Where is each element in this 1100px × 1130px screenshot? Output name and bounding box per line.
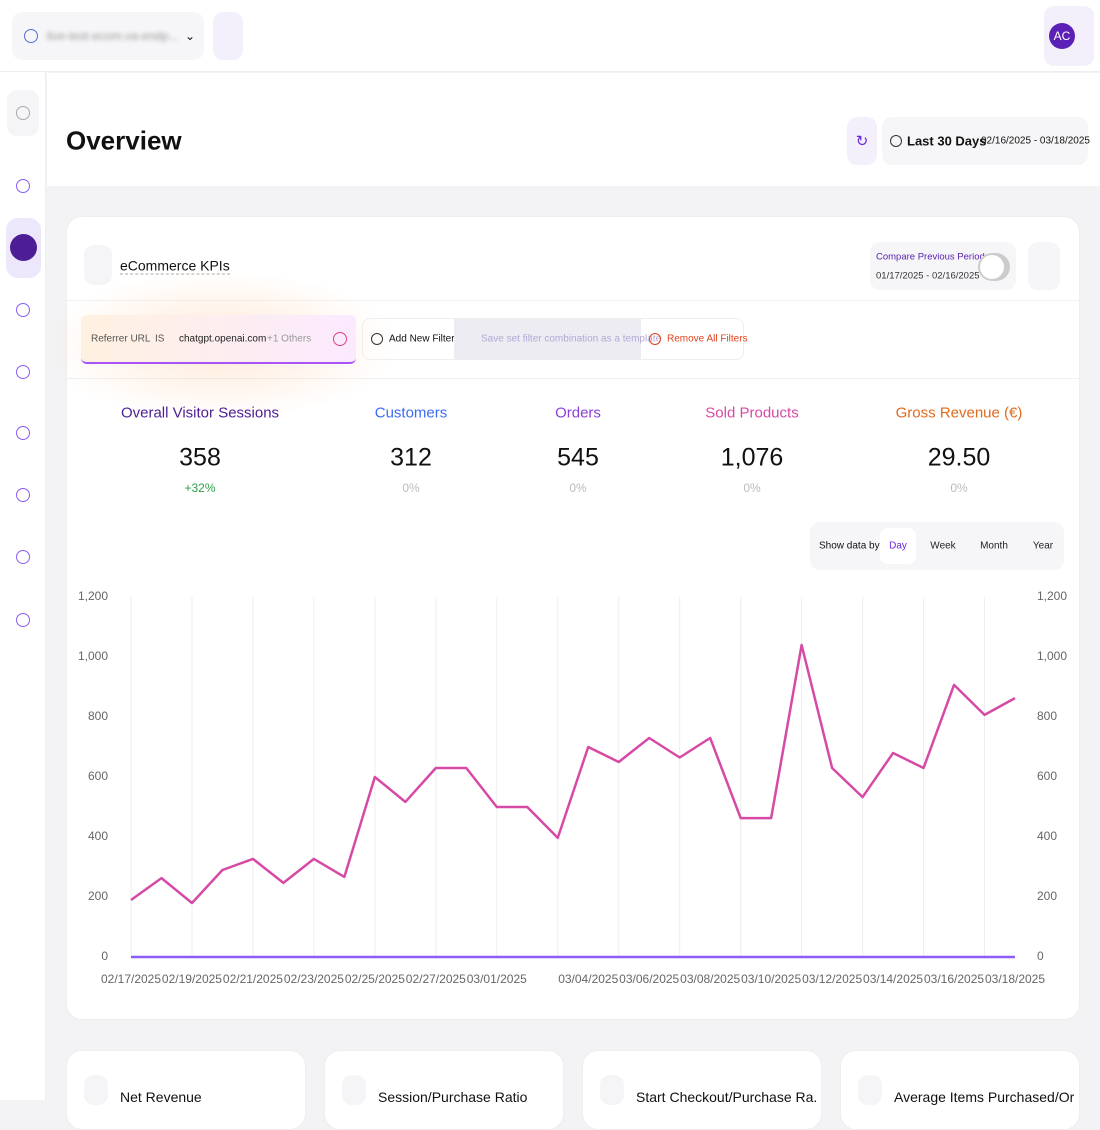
nav-icon[interactable] (16, 303, 30, 317)
x-tick-label: 03/04/2025 (558, 972, 618, 986)
filter-field: Referrer URL (91, 333, 151, 345)
nav-icon[interactable] (16, 613, 30, 627)
y2-tick-label: 0 (1037, 949, 1044, 963)
y-tick-label: 1,000 (78, 649, 108, 663)
nav-icon[interactable] (10, 234, 37, 261)
y2-tick-label: 1,000 (1037, 649, 1067, 663)
site-name: live-test-ecom.va-endp... (47, 29, 179, 43)
date-range: Last 30 Days (907, 133, 987, 149)
y-tick-label: 600 (88, 769, 108, 783)
filter-operator: IS (155, 333, 165, 345)
kpi-change: +32% (184, 481, 216, 495)
save-template-bg (454, 319, 641, 359)
add-icon (371, 333, 383, 345)
divider (67, 378, 1079, 379)
x-tick-label: 02/23/2025 (284, 972, 344, 986)
nav-icon[interactable] (16, 106, 30, 120)
kpi-value: 358 (179, 443, 221, 472)
filter-more: +1 Others (267, 333, 312, 345)
divider (67, 300, 1079, 301)
date-span: 02/16/2025 - 03/18/2025 (981, 135, 1090, 147)
period-option[interactable]: Month (980, 540, 1008, 552)
remove-filter-icon[interactable] (333, 332, 347, 346)
remove-all-button[interactable]: Remove All Filters (667, 333, 748, 345)
chart: 0 200 400 600 800 1,000 1,200 0 200 400 600 800 1,00… (78, 589, 1067, 986)
kpi-value: 545 (557, 443, 599, 472)
x-tick-label: 02/27/2025 (406, 972, 466, 986)
y2-tick-label: 400 (1037, 829, 1057, 843)
kpi-value: 312 (390, 443, 432, 472)
kpi-value: 29.50 (927, 443, 991, 472)
avatar: AC (1049, 23, 1075, 49)
page-title: Overview (66, 125, 182, 156)
period-label: Show data by: (819, 540, 883, 552)
y-tick-label: 0 (101, 949, 108, 963)
share-button[interactable] (213, 12, 243, 60)
nav-icon[interactable] (16, 426, 30, 440)
x-tick-label: 03/10/2025 (741, 972, 801, 986)
y2-tick-label: 200 (1037, 889, 1057, 903)
x-tick-label: 03/18/2025 (985, 972, 1045, 986)
period-option[interactable]: Year (1032, 540, 1054, 552)
x-tick-label: 03/12/2025 (802, 972, 862, 986)
kpi-label: Orders (555, 404, 601, 422)
save-template-button[interactable]: Save set filter combination as a templat… (481, 333, 662, 345)
nav-icon[interactable] (16, 550, 30, 564)
site-selector[interactable] (12, 12, 204, 60)
period-active-bg (880, 528, 916, 564)
kpi-label: Overall Visitor Sessions (120, 404, 280, 422)
kpi-change: 0% (569, 481, 587, 495)
x-tick-label: 03/14/2025 (863, 972, 923, 986)
filter-actions (362, 318, 744, 360)
kpi-change: 0% (743, 481, 761, 495)
x-tick-label: 03/06/2025 (619, 972, 679, 986)
site-icon (24, 29, 38, 43)
filter-chip[interactable] (81, 315, 356, 364)
refresh-icon: ↻ (855, 133, 869, 150)
x-tick-label: 03/08/2025 (680, 972, 740, 986)
toggle-knob (980, 255, 1004, 279)
kpi-value: 1,076 (720, 443, 784, 472)
date-picker[interactable] (882, 117, 1088, 165)
kpi-label: Gross Revenue (€) (895, 404, 1023, 422)
clock-icon (890, 135, 902, 147)
x-tick-label: 03/16/2025 (924, 972, 984, 986)
y2-tick-label: 800 (1037, 709, 1057, 723)
compare-label: Compare Previous Period (876, 251, 985, 263)
filter-value: chatgpt.openai.com (179, 333, 267, 345)
y2-tick-label: 1,200 (1037, 589, 1067, 603)
kpi-label: Sold Products (705, 404, 799, 422)
x-tick-label: 02/17/2025 (101, 972, 161, 986)
y-tick-label: 400 (88, 829, 108, 843)
kpi-label: Customers (374, 404, 448, 422)
compare-dates: 01/17/2025 - 02/16/2025 (876, 270, 980, 282)
chevron: ⌄ (184, 29, 196, 43)
period-selector (810, 522, 1064, 570)
y-tick-label: 800 (88, 709, 108, 723)
x-tick-label: 02/25/2025 (345, 972, 405, 986)
x-tick-label: 02/21/2025 (223, 972, 283, 986)
add-filter-button[interactable]: Add New Filter (389, 333, 455, 345)
card-icon[interactable] (84, 245, 112, 285)
y2-tick-label: 600 (1037, 769, 1057, 783)
x-tick-label: 03/01/2025 (467, 972, 527, 986)
remove-icon (649, 333, 661, 345)
refresh-button[interactable] (847, 117, 877, 165)
period-option[interactable]: Day (889, 540, 907, 552)
nav-icon[interactable] (16, 488, 30, 502)
kpi-change: 0% (950, 481, 968, 495)
nav-icon[interactable] (16, 179, 30, 193)
period-option[interactable]: Week (930, 540, 956, 552)
data-line (130, 643, 1016, 905)
kpi-change: 0% (402, 481, 420, 495)
x-tick-label: 02/19/2025 (162, 972, 222, 986)
y-tick-label: 1,200 (78, 589, 108, 603)
nav-icon[interactable] (16, 365, 30, 379)
card-title: eCommerce KPIs (120, 257, 230, 275)
y-tick-label: 200 (88, 889, 108, 903)
settings-button[interactable] (1028, 242, 1060, 290)
